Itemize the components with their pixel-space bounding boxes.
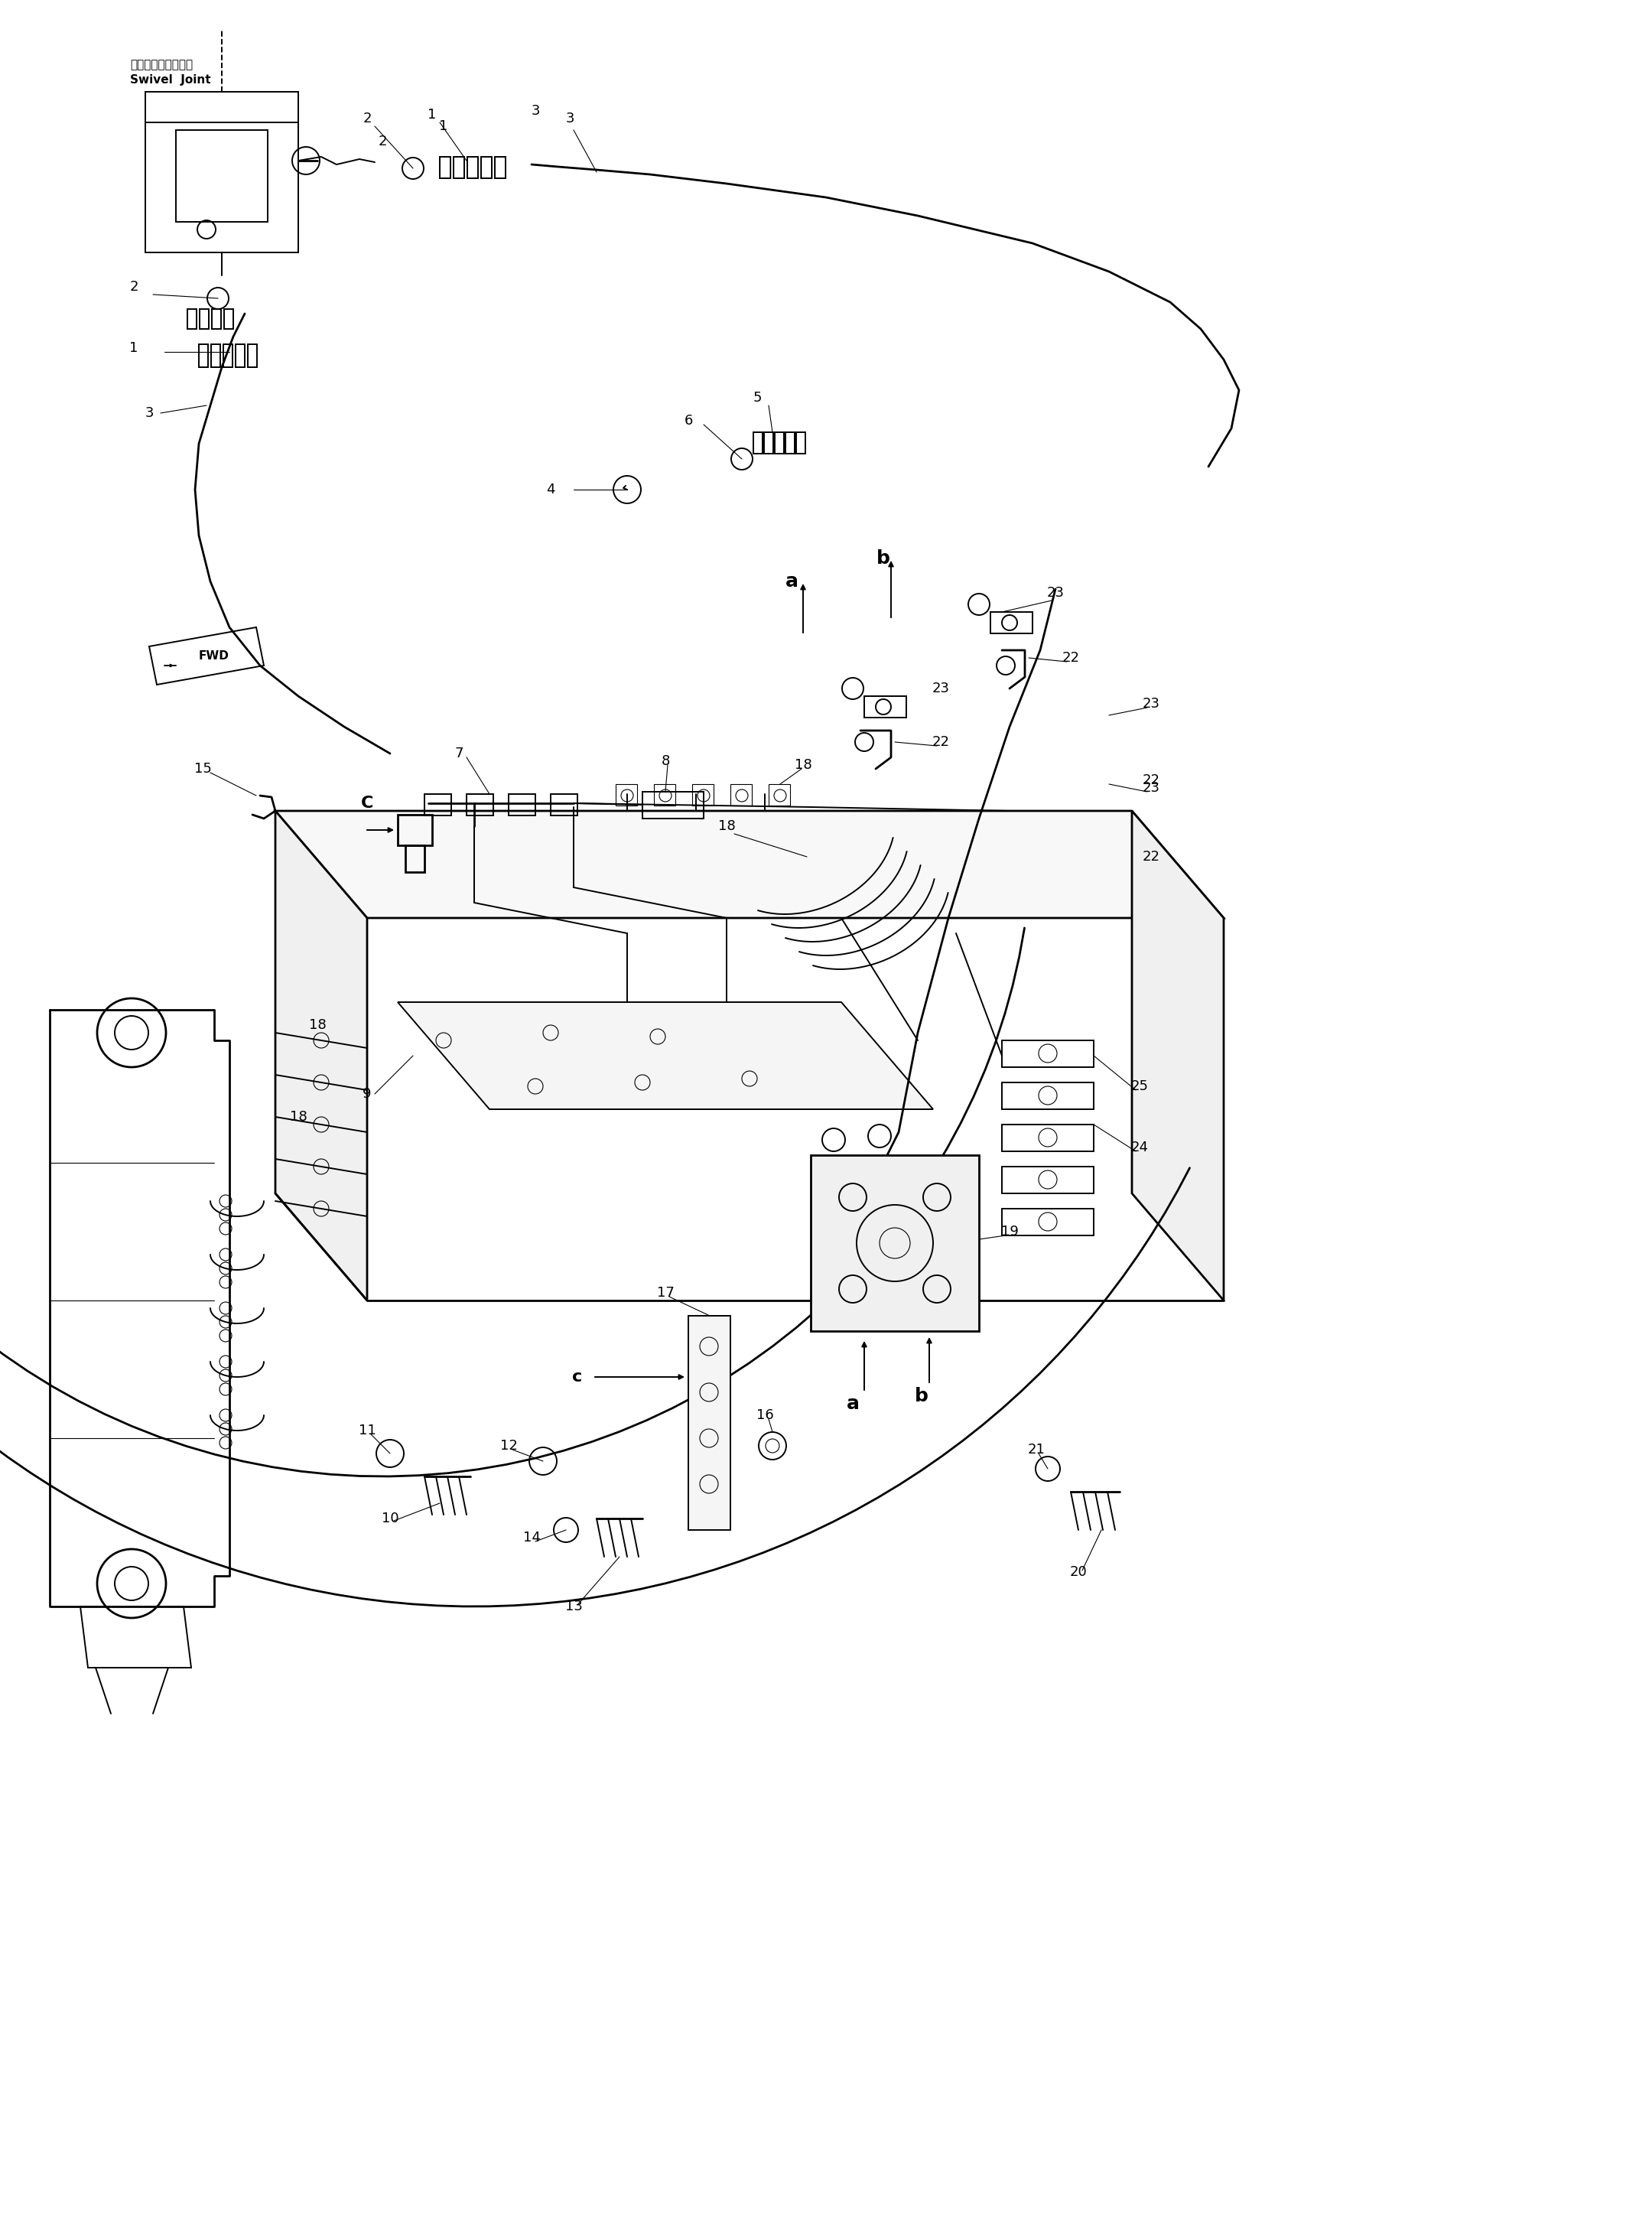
Bar [775,433,785,453]
Text: 23: 23 [1142,781,1160,795]
Text: 6: 6 [684,413,692,428]
Bar [1001,1041,1094,1068]
Text: 17: 17 [656,1285,674,1299]
Text: 18: 18 [719,819,735,832]
Text: b: b [915,1388,928,1405]
Text: 22: 22 [1142,773,1160,788]
Text: 22: 22 [932,735,950,748]
Text: b: b [877,548,890,568]
Bar [225,309,233,329]
Bar [405,846,425,872]
Text: 23: 23 [1142,697,1160,710]
Bar [692,784,714,806]
Polygon shape [1132,810,1224,1301]
Polygon shape [276,810,367,1301]
Bar [466,795,494,815]
Text: 18: 18 [795,757,811,773]
Text: 12: 12 [501,1439,517,1452]
Bar [616,784,638,806]
Bar [248,344,258,366]
Bar [689,1316,730,1530]
Bar [811,1154,980,1332]
Bar [796,433,806,453]
Bar [200,309,208,329]
Text: Swivel  Joint: Swivel Joint [131,75,211,87]
Text: 4: 4 [547,482,555,497]
Text: 3: 3 [565,111,575,127]
Text: 22: 22 [1062,650,1079,664]
Bar [223,344,233,366]
Bar [211,309,221,329]
Text: 24: 24 [1130,1141,1148,1154]
Text: 2: 2 [363,111,372,127]
Text: 3: 3 [145,406,154,420]
Bar [454,158,464,178]
Text: 10: 10 [382,1512,398,1525]
Text: C: C [360,795,373,810]
Bar [1001,1083,1094,1110]
Bar [1001,1166,1094,1194]
Text: 2: 2 [378,135,387,149]
Bar [496,158,506,178]
Bar [175,131,268,222]
Bar [425,795,451,815]
Bar [198,344,208,366]
Bar [481,158,492,178]
Text: 21: 21 [1028,1443,1046,1456]
Text: 15: 15 [193,761,211,775]
Bar [211,344,220,366]
Text: c: c [572,1370,583,1385]
Bar [763,433,773,453]
Bar [654,784,676,806]
Text: 5: 5 [753,391,762,404]
Bar [1001,1208,1094,1237]
Text: 1: 1 [439,120,448,133]
Text: 14: 14 [522,1532,540,1545]
Text: スイベルジョイント: スイベルジョイント [131,60,193,71]
Bar [439,158,451,178]
Text: 7: 7 [454,746,463,761]
Text: 1: 1 [129,342,139,355]
Bar [768,784,790,806]
Bar [398,815,433,846]
Text: a: a [785,573,798,591]
Text: 18: 18 [289,1110,307,1123]
Bar [550,795,578,815]
Text: 20: 20 [1070,1565,1087,1578]
Text: 19: 19 [1001,1225,1018,1239]
Bar [864,697,907,717]
Text: 8: 8 [661,755,669,768]
Text: 9: 9 [363,1088,372,1101]
Text: 1: 1 [428,109,436,122]
Text: 16: 16 [757,1407,773,1423]
Text: 11: 11 [358,1423,375,1436]
Bar [643,793,704,819]
Bar [509,795,535,815]
Bar [991,613,1032,633]
Text: 22: 22 [1142,850,1160,864]
Text: 3: 3 [530,104,540,118]
Text: 25: 25 [1130,1079,1148,1092]
Polygon shape [398,1001,933,1110]
Text: 2: 2 [129,280,139,293]
Text: 13: 13 [565,1601,583,1614]
Text: a: a [846,1394,859,1412]
Text: FWD: FWD [198,650,230,662]
Bar [730,784,752,806]
Bar [1001,1126,1094,1152]
Bar [753,433,763,453]
Bar [236,344,244,366]
Bar [785,433,795,453]
Bar [468,158,477,178]
Text: 23: 23 [932,682,950,695]
Bar [187,309,197,329]
Text: 18: 18 [309,1019,325,1032]
Polygon shape [276,810,1224,919]
Text: 23: 23 [1047,586,1064,599]
